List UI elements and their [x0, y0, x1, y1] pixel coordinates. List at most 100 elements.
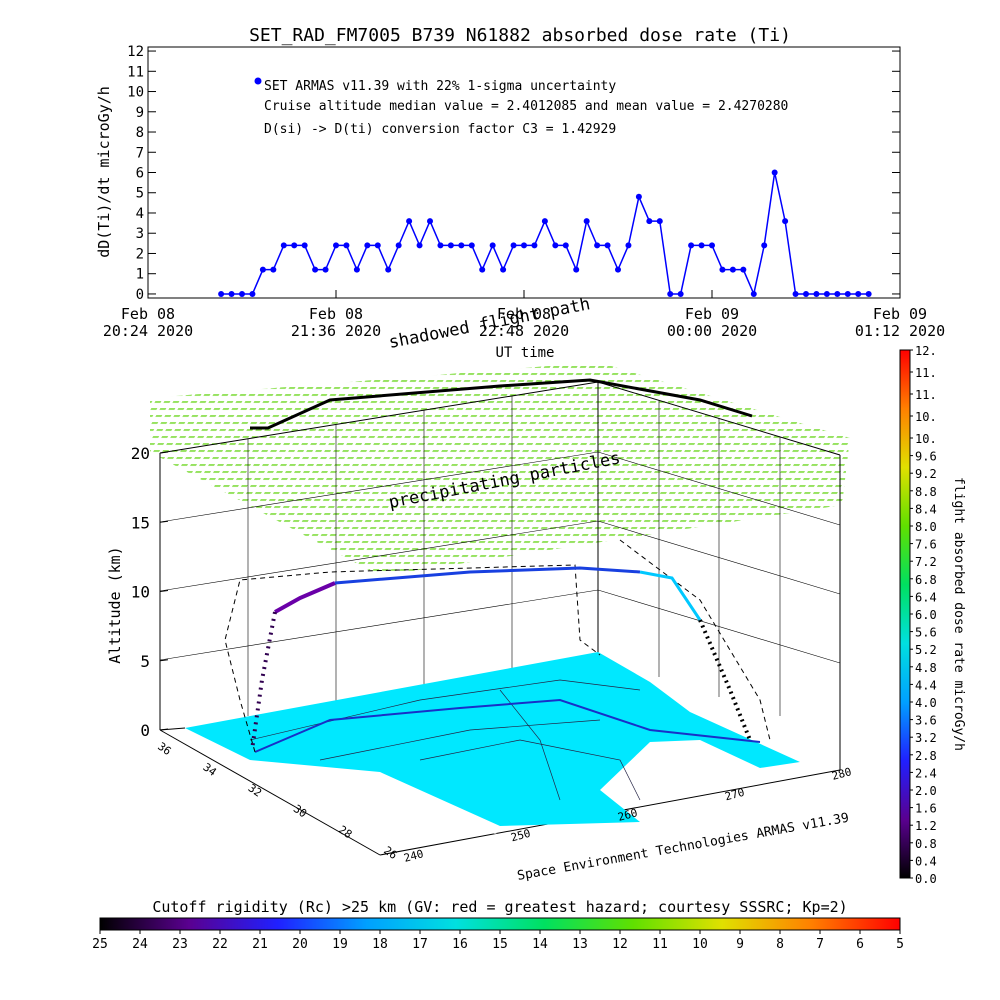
- z-tick: [159, 590, 169, 592]
- data-point: [594, 242, 601, 249]
- colorbar-tick-label: 9: [736, 937, 744, 952]
- colorbar-tick-label: 14: [532, 937, 548, 952]
- data-point: [322, 266, 329, 273]
- data-point: [604, 242, 611, 249]
- colorbar-tick-label: 8.8: [915, 485, 937, 499]
- colorbar-tick-label: 8: [776, 937, 784, 952]
- legend-label: SET ARMAS v11.39 with 22% 1-sigma uncert…: [264, 79, 616, 94]
- data-point: [427, 218, 433, 225]
- y-tick-label: 0: [136, 287, 144, 303]
- scene-3d: [150, 362, 850, 856]
- colorbar-tick-label: 11: [652, 937, 668, 952]
- data-point: [437, 242, 444, 249]
- data-point: [333, 242, 339, 249]
- y-tick-label: 2: [136, 246, 144, 262]
- colorbar-tick-label: 25: [92, 937, 108, 952]
- colorbar-tick-label: 7: [816, 937, 824, 952]
- colorbar-tick-label: 13: [572, 937, 588, 952]
- colorbar-tick-label: 23: [172, 937, 188, 952]
- data-point: [656, 218, 663, 225]
- x-tick-label: Feb 08 22:48 2020: [478, 305, 570, 340]
- shadowed-flight-path: [250, 378, 753, 430]
- data-point: [740, 266, 747, 273]
- data-point: [750, 290, 757, 297]
- data-point: [364, 242, 371, 249]
- data-point: [834, 290, 841, 297]
- data-point: [583, 218, 590, 225]
- data-point: [301, 242, 308, 249]
- z-tick-label: 10: [131, 583, 150, 602]
- data-point: [782, 218, 789, 225]
- y-tick-label: 9: [136, 105, 144, 121]
- colorbar-tick-label: 7.6: [915, 538, 937, 552]
- x-tick-label: 280: [830, 765, 853, 783]
- data-point: [489, 242, 496, 249]
- colorbar-tick-label: 21: [252, 937, 268, 952]
- z-tick-label: 20: [131, 444, 150, 463]
- data-point: [729, 266, 736, 273]
- colorbar-tick-label: 16: [452, 937, 468, 952]
- z-tick-label: 15: [131, 513, 150, 532]
- map-lake: [300, 770, 500, 835]
- colorbar-tick-label: 4.4: [915, 678, 937, 692]
- colorbar-tick-label: 8.0: [915, 520, 937, 534]
- colorbar-tick-label: 5.2: [915, 643, 937, 657]
- data-point: [855, 290, 862, 297]
- data-point: [646, 218, 653, 225]
- data-point: [677, 290, 684, 297]
- x-tick-label: 240: [402, 847, 425, 865]
- y-tick-label: 26: [381, 844, 399, 862]
- y-tick-label: 7: [136, 145, 144, 161]
- flight-path: [698, 619, 752, 741]
- data-point: [395, 242, 402, 249]
- ground-track: [254, 698, 761, 753]
- colorbar-tick-label: 6.0: [915, 608, 937, 622]
- y-tick-label: 6: [136, 166, 144, 182]
- colorbar-label: flight absorbed dose rate microGy/h: [951, 477, 966, 751]
- chart-title: SET_RAD_FM7005 B739 N61882 absorbed dose…: [249, 25, 791, 46]
- data-point: [865, 290, 872, 297]
- z-tick: [159, 520, 169, 523]
- colorbar-tick-label: 5.6: [915, 626, 937, 640]
- colorbar-tick-label: 10.: [915, 410, 937, 424]
- colorbar-tick-label: 9.2: [915, 467, 937, 481]
- data-point: [541, 218, 548, 225]
- data-point: [280, 242, 287, 249]
- data-point: [803, 290, 809, 297]
- data-point: [447, 242, 454, 249]
- colorbar: [899, 349, 911, 879]
- legend-marker: [254, 77, 262, 85]
- data-point: [625, 242, 632, 249]
- colorbar-tick-label: 7.2: [915, 555, 937, 569]
- data-point: [218, 290, 225, 297]
- data-point: [709, 242, 715, 249]
- z-axis-label: Altitude (km): [106, 546, 124, 663]
- colorbar-tick-label: 0.0: [915, 872, 937, 886]
- colorbar-tick-label: 9.6: [915, 450, 937, 464]
- x-tick-label: 270: [723, 786, 746, 804]
- annotation: Cruise altitude median value = 2.4012085…: [264, 99, 788, 114]
- y-tick-label: 11: [127, 64, 144, 80]
- data-point: [562, 242, 569, 249]
- data-point: [270, 266, 277, 273]
- data-point: [479, 266, 486, 273]
- z-tick: [159, 728, 169, 731]
- colorbar-tick-label: 12.: [915, 344, 937, 358]
- colorbar-tick-label: 19: [332, 937, 348, 952]
- data-point: [510, 242, 517, 249]
- y-tick-label: 1: [136, 267, 144, 283]
- data-point: [667, 290, 674, 297]
- y-tick-label: 30: [291, 802, 309, 820]
- y-tick-label: 12: [127, 44, 144, 60]
- data-point: [615, 266, 621, 273]
- data-point: [688, 242, 695, 249]
- y-axis-label: dD(Ti)/dt microGy/h: [95, 86, 113, 258]
- colorbar-tick-label: 1.6: [915, 802, 937, 816]
- colorbar-tick-label: 1.2: [915, 819, 937, 833]
- data-point: [374, 242, 381, 249]
- colorbar-label: Cutoff rigidity (Rc) >25 km (GV: red = g…: [152, 898, 847, 916]
- colorbar-tick-label: 17: [412, 937, 428, 952]
- y-tick-label: 8: [136, 125, 144, 141]
